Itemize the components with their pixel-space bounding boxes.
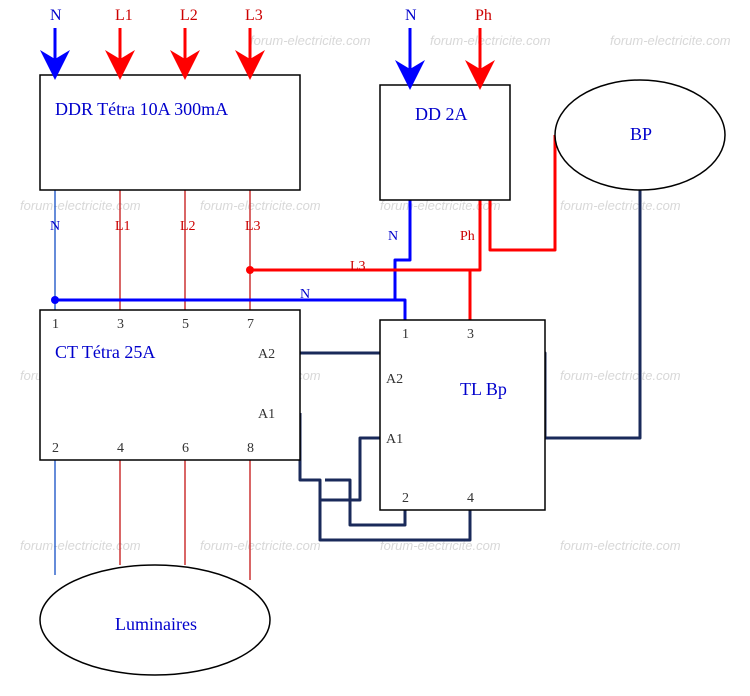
ct-top-term: 1 (52, 317, 59, 332)
dd-label: DD 2A (415, 104, 468, 124)
mid-n-label: N (300, 287, 310, 302)
ct-bot-term: 2 (52, 441, 59, 456)
ddr-out-label: N (50, 219, 60, 234)
watermark: forum-electricite.com (20, 198, 141, 213)
ct-bot-term: 6 (182, 441, 189, 456)
junction (246, 266, 254, 274)
dd-box (380, 85, 510, 200)
watermark: forum-electricite.com (430, 33, 551, 48)
tl-top-term: 1 (402, 327, 409, 342)
mid-l3-label: L3 (350, 259, 366, 274)
watermark: forum-electricite.com (20, 538, 141, 553)
ct-top-term: 3 (117, 317, 124, 332)
ct-a1: A1 (258, 407, 275, 422)
wire (470, 200, 480, 320)
tl-label: TL Bp (460, 379, 507, 399)
tl-box (380, 320, 545, 510)
watermark: forum-electricite.com (560, 368, 681, 383)
tl-bot-term: 4 (467, 491, 474, 506)
ct-bot-term: 4 (117, 441, 124, 456)
lum-label: Luminaires (115, 614, 197, 634)
input-label: N (405, 7, 417, 24)
dd-out-label: Ph (460, 229, 475, 244)
input-label: L3 (245, 7, 263, 24)
watermark: forum-electricite.com (560, 198, 681, 213)
tl-bot-term: 2 (402, 491, 409, 506)
ct-top-term: 7 (247, 317, 254, 332)
ct-bot-term: 8 (247, 441, 254, 456)
dd-out-label: N (388, 229, 398, 244)
watermark: forum-electricite.com (250, 33, 371, 48)
ddr-out-label: L1 (115, 219, 131, 234)
ddr-out-label: L3 (245, 219, 261, 234)
watermark: forum-electricite.com (200, 198, 321, 213)
watermark: forum-electricite.com (560, 538, 681, 553)
junction (51, 296, 59, 304)
watermark: forum-electricite.com (200, 538, 321, 553)
wire (395, 200, 410, 320)
ct-top-term: 5 (182, 317, 189, 332)
bp-label: BP (630, 124, 652, 144)
ct-a2: A2 (258, 347, 275, 362)
ddr-box (40, 75, 300, 190)
wire (545, 190, 640, 438)
ct-box (40, 310, 300, 460)
ddr-label: DDR Tétra 10A 300mA (55, 99, 228, 119)
input-label: N (50, 7, 62, 24)
input-label: Ph (475, 7, 492, 24)
ct-label: CT Tétra 25A (55, 342, 155, 362)
tl-a2: A2 (386, 372, 403, 387)
watermark: forum-electricite.com (610, 33, 731, 48)
tl-a1: A1 (386, 432, 403, 447)
ddr-out-label: L2 (180, 219, 196, 234)
input-label: L1 (115, 7, 133, 24)
wiring-diagram: forum-electricite.com forum-electricite.c… (0, 0, 750, 696)
tl-top-term: 3 (467, 327, 474, 342)
input-label: L2 (180, 7, 198, 24)
